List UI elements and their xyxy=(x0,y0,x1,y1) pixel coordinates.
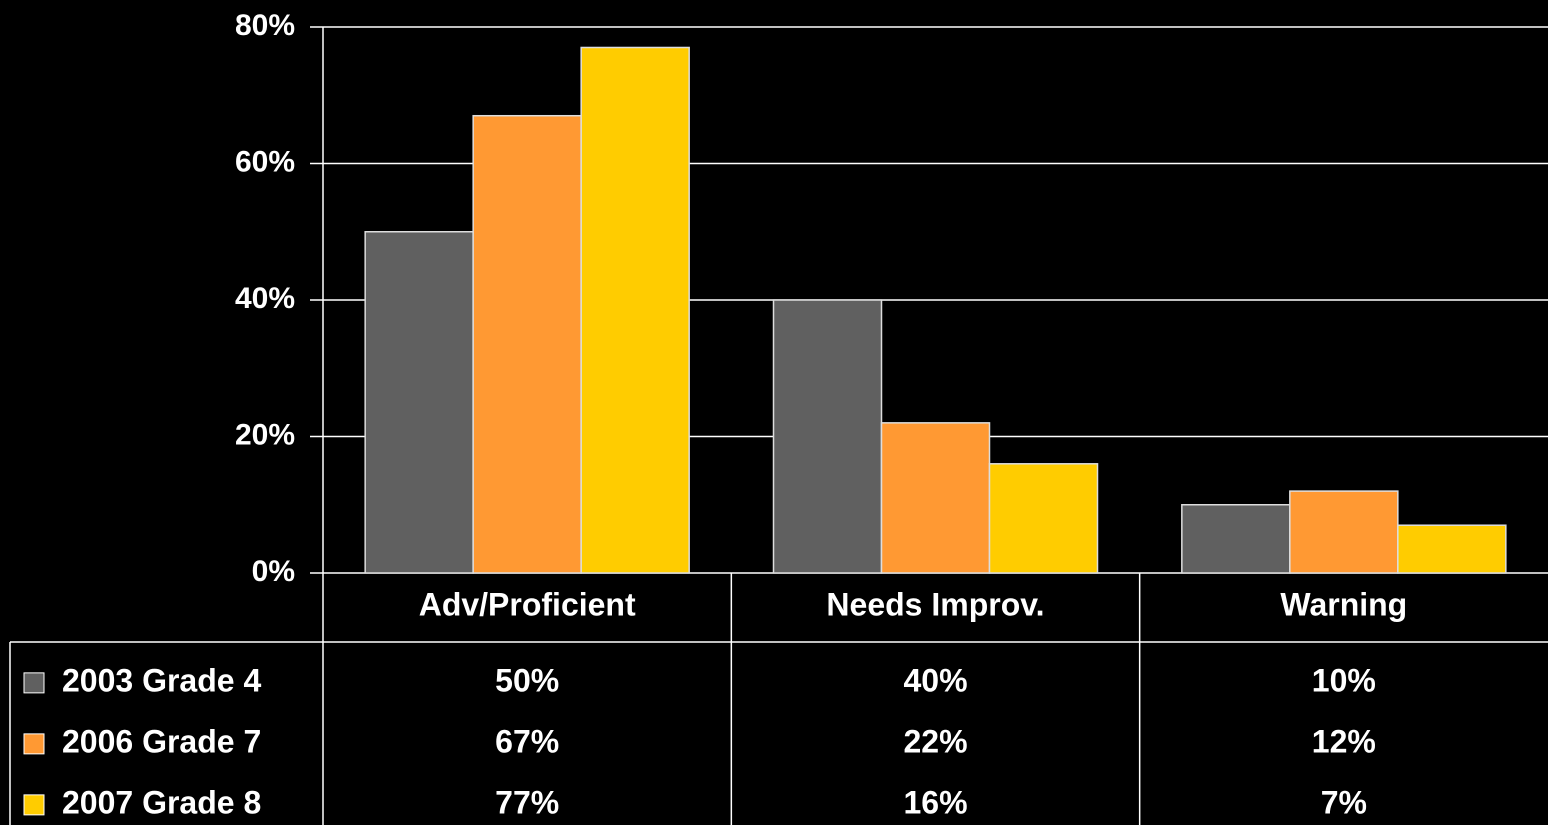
data-label: 67% xyxy=(495,723,559,759)
bar xyxy=(364,231,474,574)
data-label: 12% xyxy=(1312,723,1376,759)
legend-label: 2007 Grade 8 xyxy=(62,784,261,820)
bar xyxy=(1397,524,1507,574)
y-tick-label: 20% xyxy=(235,418,295,451)
legend-swatch xyxy=(23,672,45,694)
x-tick-label: Adv/Proficient xyxy=(419,586,636,622)
legend-label: 2006 Grade 7 xyxy=(62,723,261,759)
x-tick-label: Warning xyxy=(1280,586,1407,622)
data-label: 50% xyxy=(495,662,559,698)
bar xyxy=(1289,490,1399,574)
data-label: 77% xyxy=(495,784,559,820)
bar xyxy=(772,299,883,574)
data-label: 22% xyxy=(903,723,967,759)
bar xyxy=(580,46,690,574)
data-label: 7% xyxy=(1321,784,1367,820)
legend-swatch xyxy=(23,733,45,755)
data-label: 10% xyxy=(1312,662,1376,698)
data-label: 16% xyxy=(903,784,967,820)
data-label: 40% xyxy=(903,662,967,698)
legend-swatch xyxy=(23,794,45,816)
bar xyxy=(880,422,991,574)
x-tick-label: Needs Improv. xyxy=(826,586,1044,622)
bar xyxy=(472,114,582,574)
y-tick-label: 80% xyxy=(235,9,295,42)
bar xyxy=(988,463,1099,574)
y-tick-label: 0% xyxy=(252,555,295,588)
bar xyxy=(1181,504,1291,574)
legend-label: 2003 Grade 4 xyxy=(62,662,261,698)
y-tick-label: 40% xyxy=(235,282,295,315)
y-tick-label: 60% xyxy=(235,145,295,178)
